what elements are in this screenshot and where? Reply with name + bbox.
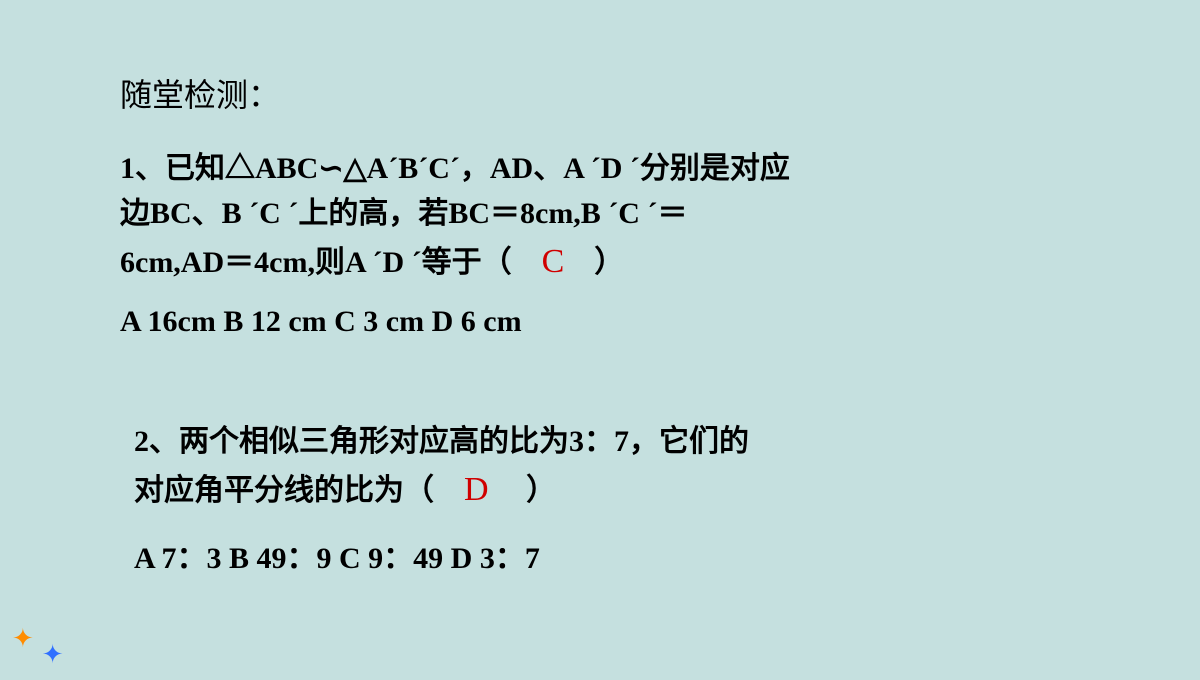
star-decoration: ✦ ✦ xyxy=(12,642,64,668)
q2-answer: D xyxy=(464,471,489,508)
slide-content: 随堂检测： 1、已知△ABC∽△A´B´C´，AD、A ´D ´分别是对应 边B… xyxy=(0,0,1200,577)
star-icon: ✦ xyxy=(42,642,64,668)
q1-line1: 1、已知△ABC∽△A´B´C´，AD、A ´D ´分别是对应 xyxy=(120,152,790,185)
question-1: 1、已知△ABC∽△A´B´C´，AD、A ´D ´分别是对应 边BC、B ´C… xyxy=(120,146,1080,287)
section-title: 随堂检测： xyxy=(120,70,1080,116)
q1-answer: C xyxy=(542,243,565,280)
q2-line1: 2、两个相似三角形对应高的比为3：7，它们的 xyxy=(134,425,749,458)
q2-options: A 7：3 B 49：9 C 9：49 D 3：7 xyxy=(120,533,1080,577)
q1-options: A 16cm B 12 cm C 3 cm D 6 cm xyxy=(120,305,1080,339)
q1-line3b: ） xyxy=(594,246,624,279)
q1-line3a: 6cm,AD＝4cm,则A ´D ´等于（ xyxy=(120,246,512,279)
star-icon: ✦ xyxy=(12,626,34,652)
q1-line2: 边BC、B ´C ´上的高，若BC＝8cm,B ´C ´＝ xyxy=(120,197,687,230)
q2-line2b: ） xyxy=(526,474,556,507)
q2-line2a: 对应角平分线的比为（ xyxy=(134,474,434,507)
question-2: 2、两个相似三角形对应高的比为3：7，它们的 对应角平分线的比为（ D ） xyxy=(120,419,1080,515)
